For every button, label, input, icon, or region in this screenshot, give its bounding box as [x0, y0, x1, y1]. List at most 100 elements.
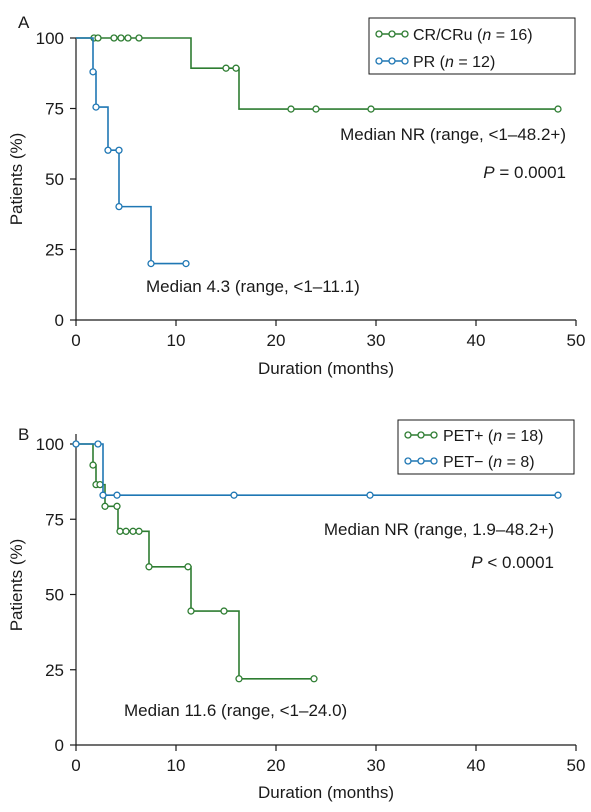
censor-mark: [287, 105, 295, 113]
legend-label: PR (n = 12): [413, 54, 495, 71]
censor-mark: [230, 491, 238, 499]
series-1: [76, 37, 190, 268]
survival-curve: [76, 37, 186, 265]
y-tick-label: 75: [45, 100, 64, 119]
x-tick-label: 30: [367, 331, 386, 350]
censor-mark: [104, 146, 112, 154]
legend-marker: [404, 431, 438, 439]
legend-entry-pet-pos: PET+ (n = 18): [404, 428, 544, 445]
x-tick-label: 10: [167, 756, 186, 775]
censor-mark: [116, 527, 124, 535]
x-tick-label: 40: [467, 756, 486, 775]
series-0: [76, 34, 562, 113]
censor-mark: [113, 502, 121, 510]
panel-a: A 0 25 50 75 100 0 10 20 30 40 50 Duration (month…: [7, 13, 585, 378]
censor-mark: [187, 607, 195, 615]
censor-mark: [96, 480, 104, 489]
censor-mark: [117, 34, 125, 42]
median-annotation-pet-pos: Median 11.6 (range, <1–24.0): [124, 701, 347, 720]
median-annotation-pr: Median 4.3 (range, <1–11.1): [146, 277, 360, 296]
censor-mark: [184, 563, 192, 571]
plot-area: [72, 440, 562, 683]
y-axis-label: Patients (%): [7, 133, 26, 226]
censor-mark: [367, 105, 375, 113]
median-annotation-cr: Median NR (range, <1–48.2+): [340, 125, 566, 144]
legend: PET+ (n = 18) PET− (n = 8): [397, 419, 575, 475]
x-tick-label: 20: [267, 756, 286, 775]
censor-mark: [145, 563, 153, 571]
x-tick-label: 0: [71, 331, 80, 350]
panel-label: A: [18, 13, 30, 32]
censor-mark: [554, 491, 562, 499]
y-tick-label: 100: [36, 435, 64, 454]
y-tick-label: 25: [45, 241, 64, 260]
x-axis-label: Duration (months): [258, 359, 394, 378]
survival-curve: [76, 443, 558, 496]
y-tick-label: 50: [45, 170, 64, 189]
censor-mark: [366, 491, 374, 499]
x-axis-label: Duration (months): [258, 783, 394, 802]
y-axis: 0 25 50 75 100: [36, 29, 77, 330]
censor-mark: [129, 527, 137, 535]
legend-marker: [404, 457, 438, 465]
survival-curve: [76, 443, 314, 680]
censor-mark: [135, 34, 143, 42]
censor-mark: [115, 146, 123, 154]
y-tick-label: 0: [55, 736, 64, 755]
x-tick-label: 30: [367, 756, 386, 775]
censor-mark: [99, 491, 107, 499]
censor-mark: [94, 440, 102, 448]
censor-mark: [110, 34, 118, 42]
x-tick-label: 40: [467, 331, 486, 350]
censor-mark: [222, 64, 230, 72]
y-axis: 0 25 50 75 100: [36, 434, 77, 755]
censor-mark: [554, 105, 562, 113]
y-axis-label: Patients (%): [7, 539, 26, 632]
censor-mark: [92, 103, 100, 111]
panel-label: B: [18, 425, 29, 444]
p-value: P < 0.0001: [471, 553, 554, 572]
x-axis: 0 10 20 30 40 50: [71, 744, 586, 775]
legend: CR/CRu (n = 16) PR (n = 12): [368, 17, 576, 75]
legend-entry-pr: PR (n = 12): [375, 54, 495, 71]
y-tick-label: 75: [45, 510, 64, 529]
x-tick-label: 50: [567, 756, 586, 775]
x-tick-label: 10: [167, 331, 186, 350]
x-axis: 0 10 20 30 40 50: [71, 319, 586, 350]
series-0: [76, 443, 318, 683]
censor-mark: [115, 202, 123, 211]
x-tick-label: 50: [567, 331, 586, 350]
legend-entry-cr-cru: CR/CRu (n = 16): [375, 27, 533, 44]
censor-mark: [124, 34, 132, 42]
censor-mark: [94, 34, 102, 42]
censor-mark: [232, 64, 240, 72]
legend-label: CR/CRu (n = 16): [413, 27, 533, 44]
legend-marker: [375, 57, 409, 65]
legend-entry-pet-neg: PET− (n = 8): [404, 454, 535, 471]
p-value: P = 0.0001: [483, 163, 566, 182]
censor-mark: [72, 440, 80, 448]
median-annotation-pet-neg: Median NR (range, 1.9–48.2+): [324, 520, 554, 539]
y-tick-label: 0: [55, 311, 64, 330]
y-tick-label: 25: [45, 661, 64, 680]
y-tick-label: 100: [36, 29, 64, 48]
legend-label: PET+ (n = 18): [443, 428, 544, 445]
legend-label: PET− (n = 8): [443, 454, 535, 471]
series-1: [72, 440, 562, 499]
censor-mark: [312, 105, 320, 113]
censor-mark: [89, 461, 97, 469]
censor-mark: [113, 491, 121, 499]
x-tick-label: 20: [267, 331, 286, 350]
plot-area: [76, 34, 562, 268]
legend-marker: [375, 30, 409, 38]
x-tick-label: 0: [71, 756, 80, 775]
censor-mark: [89, 68, 97, 76]
censor-mark: [182, 259, 190, 268]
censor-mark: [235, 675, 243, 683]
censor-mark: [135, 527, 143, 535]
censor-mark: [220, 607, 228, 615]
censor-mark: [310, 675, 318, 683]
censor-mark: [122, 527, 130, 535]
censor-mark: [101, 502, 109, 510]
